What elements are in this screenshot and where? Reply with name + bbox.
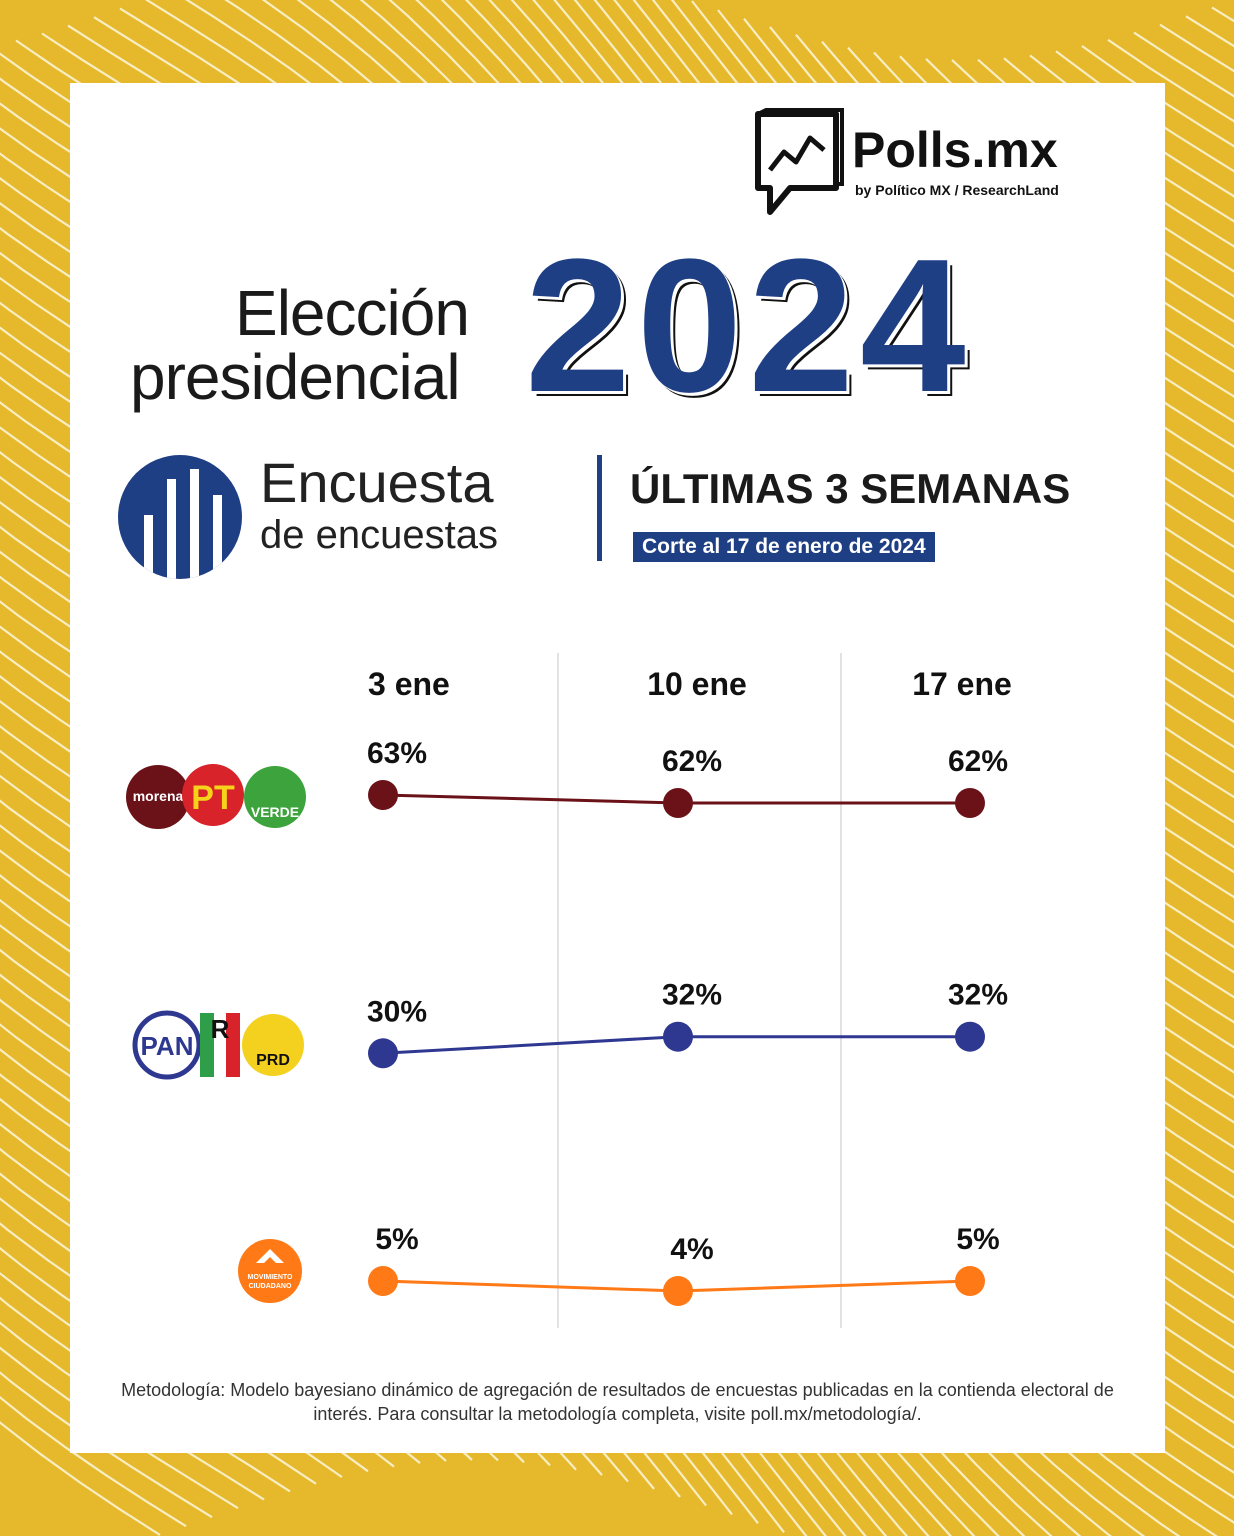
headline-line1: Elección [235, 277, 470, 349]
data-label: 30% [367, 995, 427, 1028]
methodology-note: Metodología: Modelo bayesiano dinámico d… [121, 1380, 1114, 1425]
cutoff-date-badge: Corte al 17 de enero de 2024 [633, 532, 935, 563]
mc-logo-text-1: MOVIMIENTO [248, 1274, 294, 1281]
data-label: 62% [948, 745, 1008, 778]
subheader-divider [597, 455, 602, 561]
headline-year: 2024 [525, 220, 972, 432]
pan-logo-icon [132, 1010, 202, 1080]
data-point [368, 1266, 398, 1296]
subheader-title: Encuesta [260, 451, 494, 514]
pt-logo-text: PT [191, 779, 235, 817]
prd-logo-icon [242, 1014, 304, 1076]
data-label: 5% [375, 1223, 418, 1256]
data-point [955, 1266, 985, 1296]
coalition-pan-logos: PAN R PRD [132, 1010, 304, 1080]
brand-name: Polls.mx [852, 122, 1058, 178]
prd-logo-text: PRD [256, 1052, 290, 1069]
period-title: ÚLTIMAS 3 SEMANAS [630, 465, 1071, 512]
pri-logo-text: R [211, 1014, 230, 1044]
date-column-header: 3 ene [368, 666, 450, 702]
polls-logo-icon [755, 108, 844, 215]
pri-red-bar [226, 1013, 240, 1077]
data-point [663, 1021, 693, 1052]
pan-logo-text: PAN [141, 1031, 194, 1061]
mc-logo: MOVIMIENTO CIUDADANO [238, 1239, 302, 1303]
data-point [955, 788, 985, 818]
pri-green-bar [200, 1013, 214, 1077]
date-column-header: 17 ene [912, 666, 1012, 702]
mc-eagle-icon [256, 1249, 284, 1263]
data-point [663, 1276, 693, 1306]
data-point [368, 1038, 398, 1069]
data-label: 63% [367, 737, 427, 770]
mc-logo-text-2: CIUDADANO [249, 1283, 292, 1290]
subheader-subtitle: de encuestas [260, 513, 498, 557]
mc-logo-icon [238, 1239, 302, 1303]
data-label: 4% [670, 1233, 713, 1266]
verde-logo-icon [244, 766, 306, 828]
verde-logo-text: VERDE [251, 804, 299, 820]
morena-logo-text: morena [133, 788, 184, 804]
poll-trend-chart: 3 ene 10 ene 17 ene morena PT VERDE PAN R … [126, 653, 1012, 1328]
pt-logo-icon [182, 764, 244, 826]
data-point [955, 1021, 985, 1052]
date-column-header: 10 ene [647, 666, 747, 702]
data-point [368, 780, 398, 810]
pri-white-bar [214, 1013, 226, 1077]
morena-logo-icon [126, 765, 190, 829]
data-label: 32% [948, 979, 1008, 1012]
poll-aggregate-icon [118, 455, 242, 579]
content-card: Polls.mx by Político MX / ResearchLand E… [70, 83, 1165, 1453]
data-label: 32% [662, 979, 722, 1012]
brand-byline: by Político MX / ResearchLand [855, 182, 1059, 198]
headline-line2: presidencial [130, 341, 461, 413]
data-label: 5% [956, 1223, 999, 1256]
data-label: 62% [662, 745, 722, 778]
coalition-morena-logos: morena PT VERDE [126, 764, 306, 829]
data-point [663, 788, 693, 818]
